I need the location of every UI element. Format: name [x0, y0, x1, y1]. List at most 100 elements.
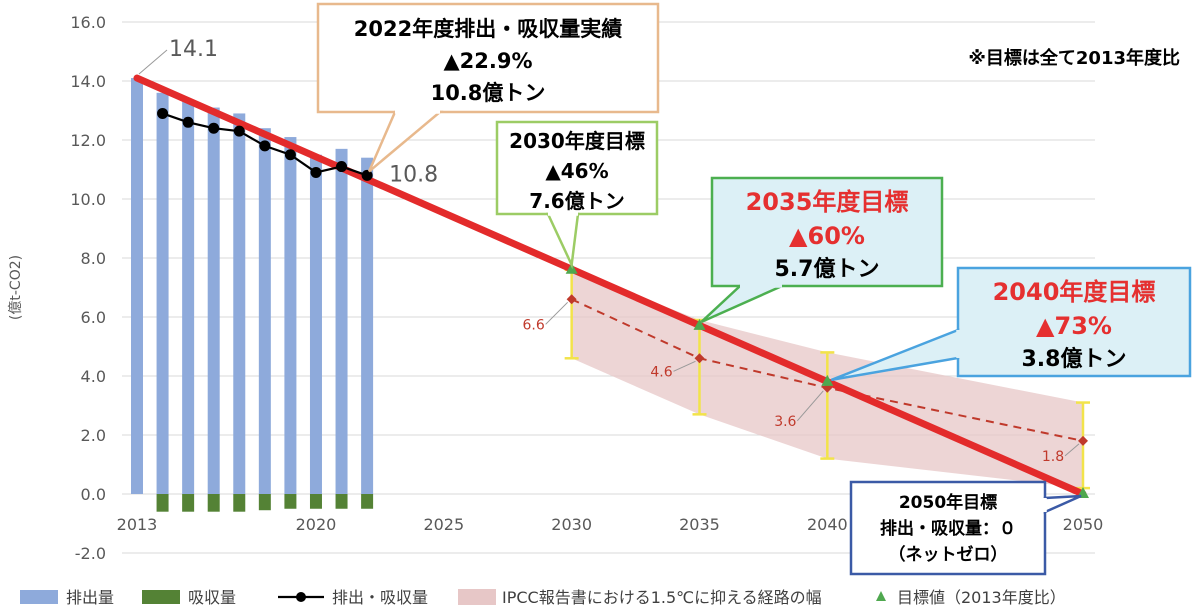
emission-bar — [258, 128, 271, 494]
net-marker — [182, 116, 194, 128]
emission-bar — [207, 107, 220, 495]
callout-2035-text: 2035年度目標 — [746, 188, 909, 216]
x-tick-label: 2050 — [1063, 515, 1104, 534]
net-marker — [208, 122, 220, 134]
x-tick-label: 2030 — [551, 515, 592, 534]
target-marker — [693, 318, 706, 330]
point-label-14: 14.1 — [169, 37, 218, 62]
callout-2030-box — [495, 120, 659, 216]
y-tick-label: 0.0 — [81, 485, 106, 504]
y-tick-label: 16.0 — [70, 13, 106, 32]
absorption-bar — [309, 494, 322, 509]
legend-label-absorption: 吸収量 — [188, 588, 236, 607]
point-label-10: 10.8 — [389, 162, 438, 187]
callouts: ※目標は全て2013年度比 2022年度排出・吸収量実績 ▲22.9% 10.8億トン… — [316, 2, 1192, 576]
legend-swatch-absorption — [142, 590, 180, 604]
absorption-bar — [284, 494, 297, 509]
callout-2030-text: 2030年度目標 — [509, 129, 645, 153]
ipcc-value-label: 6.6 — [523, 317, 545, 333]
ipcc-value-label: 4.6 — [650, 364, 672, 380]
absorption-bar — [207, 494, 220, 512]
legend-swatch-emission — [20, 590, 58, 604]
ipcc-value-label: 3.6 — [774, 414, 796, 430]
x-tick-label: 2020 — [296, 515, 337, 534]
net-marker — [284, 149, 296, 161]
callout-2040-text: 2040年度目標 — [993, 278, 1156, 306]
emission-bar — [284, 137, 297, 495]
net-marker — [310, 166, 322, 178]
emission-bar — [156, 92, 169, 495]
y-tick-label: 4.0 — [81, 367, 106, 386]
emission-bar — [131, 78, 143, 495]
emission-bar — [233, 113, 246, 494]
callout-2040-box — [956, 266, 1192, 378]
callout-2035-text: 5.7億トン — [775, 256, 880, 282]
emission-bar — [182, 101, 195, 495]
emission-bar — [335, 148, 348, 494]
ipcc-label-leader — [673, 360, 696, 372]
ipcc-label-leader — [545, 301, 569, 325]
callout-2040-text: ▲73% — [1036, 312, 1112, 340]
reduction-path — [133, 74, 1087, 498]
net-marker — [259, 140, 271, 152]
callout-2050-box — [849, 480, 1047, 576]
callout-2035-tail — [700, 284, 783, 323]
target-marker — [821, 374, 834, 386]
callout-2035-text: ▲60% — [789, 222, 865, 250]
y-axis-title: (億t-CO2) — [8, 255, 24, 320]
emission-bar — [361, 157, 374, 494]
net-marker — [336, 161, 348, 173]
absorption-bar — [182, 494, 195, 512]
callout-2030-text: 7.6億トン — [529, 189, 624, 213]
target-marker — [565, 262, 578, 274]
ipcc-label-leader — [796, 390, 824, 422]
x-tick-label: 2025 — [423, 515, 464, 534]
absorption-bar — [258, 494, 271, 511]
absorption-bar — [361, 494, 374, 509]
callout-2050-text: 排出・吸収量：０ — [880, 518, 1016, 539]
y-tick-label: 14.0 — [70, 72, 106, 91]
ipcc-median-marker — [1078, 435, 1088, 446]
callout-2050-text: 2050年目標 — [899, 492, 997, 513]
legend-label-target: 目標値（2013年度比） — [897, 588, 1066, 607]
callout-2035-box — [710, 176, 944, 288]
y-tick-label: -2.0 — [75, 544, 106, 563]
legend: 排出量 吸収量 排出・吸収量 IPCC報告書における1.5℃に抑える経路の幅 目標値（2… — [20, 588, 1066, 607]
callout-2050-tail — [1043, 494, 1082, 514]
y-tick-label: 12.0 — [70, 131, 106, 150]
callout-2050-text: （ネットゼロ） — [889, 544, 1008, 565]
callout-2030-text: ▲46% — [545, 159, 608, 183]
ipcc-median-marker — [566, 294, 577, 305]
legend-swatch-target — [876, 591, 886, 601]
ipcc-median-marker — [694, 353, 705, 364]
x-tick-label: 2035 — [679, 515, 720, 534]
absorption-bar — [335, 494, 348, 509]
y-tick-label: 6.0 — [81, 308, 106, 327]
reduction-path-line — [133, 74, 1087, 498]
net-emission-line: 14.1 10.8 — [138, 37, 1089, 498]
net-marker — [361, 169, 373, 181]
callout-2022-box — [316, 2, 660, 114]
y-tick-label: 8.0 — [81, 249, 106, 268]
ipcc-median-line — [571, 298, 1084, 442]
legend-swatch-ipcc — [458, 589, 496, 605]
callout-2022-text: ▲22.9% — [443, 49, 532, 73]
legend-label-ipcc: IPCC報告書における1.5℃に抑える経路の幅 — [502, 588, 822, 607]
y-tick-label: 2.0 — [81, 426, 106, 445]
net-marker — [233, 125, 245, 137]
x-tick-label: 2013 — [117, 515, 158, 534]
bars — [131, 78, 374, 512]
legend-swatch-net-marker — [296, 592, 306, 602]
net-marker — [157, 107, 169, 119]
callout-2040-text: 3.8億トン — [1022, 346, 1127, 372]
emission-bar — [309, 154, 322, 494]
absorption-bar — [233, 494, 246, 512]
y-tick-label: 10.0 — [70, 190, 106, 209]
callout-2022-text: 10.8億トン — [431, 81, 546, 105]
point-label-leader — [138, 49, 168, 75]
callout-2022-text: 2022年度排出・吸収量実績 — [354, 17, 622, 41]
axes: 16.0 14.0 12.0 10.0 8.0 6.0 4.0 2.0 0.0 -2.0 2013 2… — [8, 13, 1103, 563]
ipcc-label-leader — [1064, 443, 1080, 457]
